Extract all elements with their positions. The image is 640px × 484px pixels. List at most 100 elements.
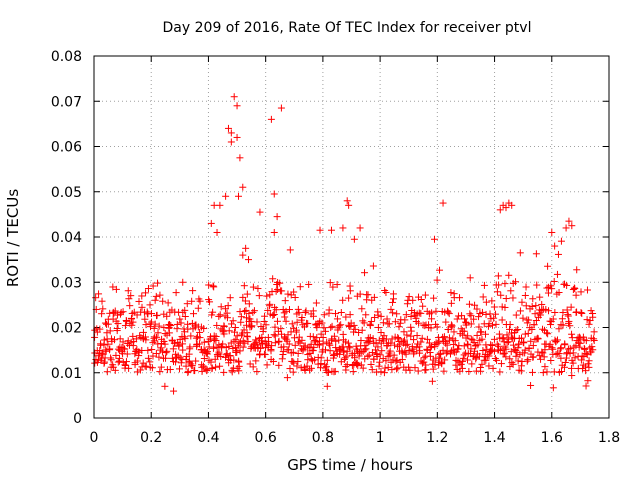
data-point <box>501 349 509 357</box>
data-point <box>208 364 216 372</box>
data-point <box>430 294 438 302</box>
data-point <box>379 319 387 327</box>
data-point <box>564 312 572 320</box>
data-point <box>550 277 558 285</box>
data-point <box>250 307 258 315</box>
data-point <box>224 302 232 310</box>
data-point <box>543 284 551 292</box>
data-point <box>132 335 140 343</box>
data-point <box>553 270 561 278</box>
data-point <box>471 301 479 309</box>
data-point <box>252 357 260 365</box>
data-point <box>466 310 474 318</box>
data-point <box>282 307 290 315</box>
data-point <box>323 382 331 390</box>
data-point <box>257 344 265 352</box>
data-point <box>502 204 510 212</box>
data-point <box>547 356 555 364</box>
data-point <box>562 224 570 232</box>
data-point <box>458 312 466 320</box>
data-point <box>240 307 248 315</box>
data-point <box>259 325 267 333</box>
data-point <box>230 356 238 364</box>
data-point <box>111 366 119 374</box>
data-point <box>540 353 548 361</box>
data-point <box>460 342 468 350</box>
data-point <box>206 298 214 306</box>
data-point <box>521 330 529 338</box>
data-point <box>325 306 333 314</box>
data-point <box>472 354 480 362</box>
data-point <box>517 367 525 375</box>
data-point <box>296 283 304 291</box>
data-point <box>516 249 524 257</box>
data-point <box>125 295 133 303</box>
data-point <box>345 343 353 351</box>
data-point <box>495 330 503 338</box>
data-point <box>460 327 468 335</box>
data-point <box>99 305 107 313</box>
data-point <box>406 366 414 374</box>
y-axis-label: ROTI / TECUs <box>4 189 22 287</box>
data-point <box>383 315 391 323</box>
data-point <box>150 337 158 345</box>
data-point <box>138 346 146 354</box>
data-point <box>128 314 136 322</box>
data-point <box>329 354 337 362</box>
data-point <box>350 321 358 329</box>
data-point <box>373 353 381 361</box>
data-point <box>435 338 443 346</box>
data-point <box>544 289 552 297</box>
data-point <box>328 322 336 330</box>
data-point <box>241 297 249 305</box>
data-point <box>173 320 181 328</box>
data-point <box>167 322 175 330</box>
data-point <box>173 353 181 361</box>
data-point <box>171 339 179 347</box>
data-point <box>388 335 396 343</box>
data-point <box>242 244 250 252</box>
data-point <box>421 291 429 299</box>
data-point <box>222 192 230 200</box>
data-point <box>126 302 134 310</box>
data-point <box>270 310 278 318</box>
data-point <box>205 281 213 289</box>
data-point <box>225 327 233 335</box>
data-point <box>419 302 427 310</box>
data-point <box>439 346 447 354</box>
data-point <box>426 352 434 360</box>
data-point <box>336 350 344 358</box>
data-point <box>116 335 124 343</box>
data-point <box>529 342 537 350</box>
data-point <box>217 303 225 311</box>
axis-ticks: 0 0.2 0.4 0.6 0.8 1 1.2 1.4 1.6 1.8 0 0.01 0.02 0.03 0… <box>51 49 620 446</box>
data-point <box>585 363 593 371</box>
data-point <box>512 352 520 360</box>
data-point <box>442 349 450 357</box>
data-point <box>228 368 236 376</box>
data-point <box>418 334 426 342</box>
data-point <box>497 291 505 299</box>
data-point <box>100 359 108 367</box>
data-point <box>225 343 233 351</box>
data-point <box>368 366 376 374</box>
data-point <box>401 316 409 324</box>
data-point <box>407 327 415 335</box>
data-point <box>243 329 251 337</box>
data-point <box>139 328 147 336</box>
data-point <box>107 356 115 364</box>
grid-lines <box>94 56 609 418</box>
data-point <box>269 311 277 319</box>
data-point <box>451 337 459 345</box>
data-point <box>392 357 400 365</box>
data-point <box>470 315 478 323</box>
data-point <box>568 364 576 372</box>
data-point <box>273 213 281 221</box>
data-point <box>200 338 208 346</box>
data-point <box>319 340 327 348</box>
data-point <box>544 262 552 270</box>
data-point <box>289 368 297 376</box>
data-point <box>453 315 461 323</box>
data-point <box>267 345 275 353</box>
data-point <box>320 324 328 332</box>
